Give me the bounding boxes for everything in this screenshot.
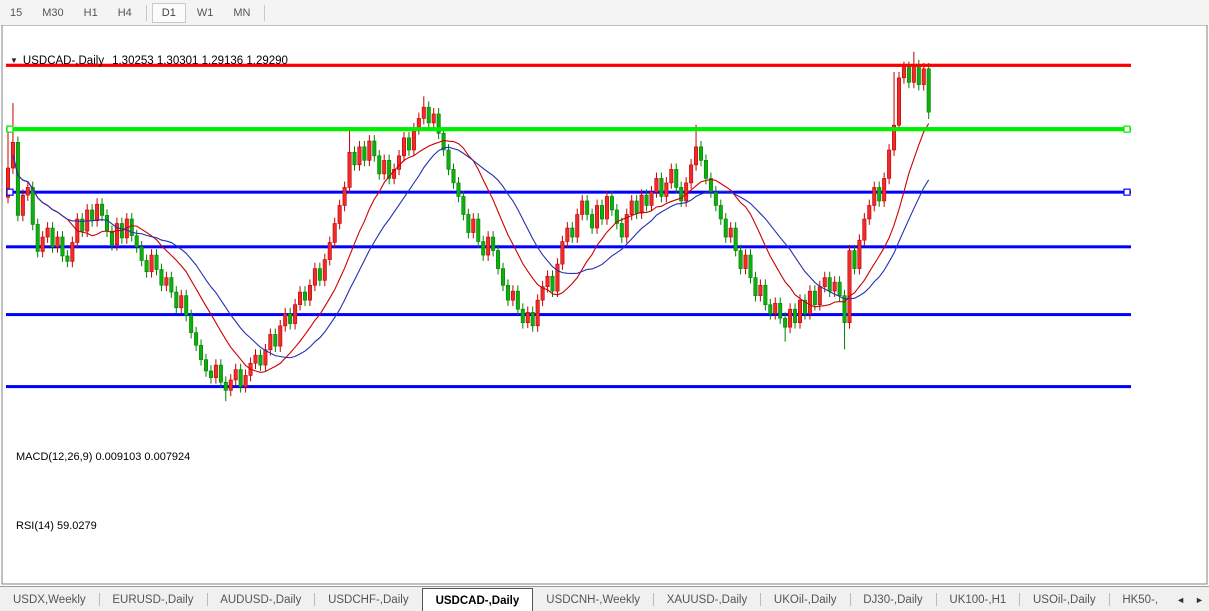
line-drag-handle[interactable] (1123, 125, 1131, 133)
tab-separator (98, 593, 100, 606)
chart-tab-usdx-weekly[interactable]: USDX,Weekly (13, 593, 86, 606)
chart-tab-audusd-daily[interactable]: AUDUSD-,Daily (220, 593, 302, 606)
price-level-line-1.26303[interactable] (6, 245, 1131, 249)
toolbar-separator (145, 4, 147, 21)
price-level-line-1.27515[interactable] (6, 190, 1131, 194)
chart-tab-dj30-daily[interactable]: DJ30-,Daily (863, 593, 923, 606)
chart-tab-usdcad-daily[interactable]: USDCAD-,Daily (421, 588, 534, 611)
chart-tab-usdcnh-weekly[interactable]: USDCNH-,Weekly (546, 593, 640, 606)
tab-separator (206, 593, 208, 606)
timeframe-button-mn[interactable]: MN (233, 6, 251, 19)
toolbar-separator (264, 4, 266, 21)
timeframe-button-h1[interactable]: H1 (83, 6, 98, 19)
chart-tab-hk50[interactable]: HK50-, (1122, 593, 1159, 606)
tab-separator (653, 593, 654, 606)
chart-symbol-title: ▼ USDCAD-,Daily 1.30253 1.30301 1.29136 1.… (10, 55, 288, 67)
timeframe-button-h4[interactable]: H4 (117, 6, 132, 19)
line-drag-handle[interactable] (1123, 188, 1131, 196)
timeframe-button-m30[interactable]: M30 (42, 6, 64, 19)
tab-separator (849, 593, 851, 606)
macd-indicator-label: MACD(12,26,9) 0.009103 0.007924 (16, 451, 191, 463)
chart-tab-usdchf-daily[interactable]: USDCHF-,Daily (328, 593, 409, 606)
chart-tab-usoil-daily[interactable]: USOil-,Daily (1032, 593, 1096, 606)
tab-scroll-left-icon[interactable]: ◄ (1176, 594, 1186, 605)
tab-separator (1019, 593, 1020, 606)
tab-separator (1108, 593, 1110, 606)
ohlc-readout: 1.30253 1.30301 1.29136 1.29290 (112, 55, 288, 67)
level-lines-overlay (6, 63, 1131, 196)
tab-separator (760, 593, 761, 606)
panel-backgrounds (1, 25, 1208, 585)
price-level-line-1.23203[interactable] (6, 385, 1131, 389)
timeframe-toolbar: 15 M30 H1 H4 D1 W1 MN (0, 0, 1209, 26)
chart-canvas (1, 25, 1208, 585)
line-drag-handle[interactable] (6, 125, 14, 133)
chart-tab-bar: USDX,Weekly EURUSD-,Daily AUDUSD-,Daily USD… (0, 586, 1209, 611)
price-level-line-1.24800[interactable] (6, 313, 1131, 317)
chart-tab-ukoil-daily[interactable]: UKOil-,Daily (773, 593, 837, 606)
timeframe-button-w1[interactable]: W1 (196, 6, 214, 19)
line-drag-handle[interactable] (6, 188, 14, 196)
timeframe-button-d1[interactable]: D1 (151, 2, 186, 23)
ma-slow-line (12, 146, 930, 359)
chart-tab-eurusd-daily[interactable]: EURUSD-,Daily (112, 593, 194, 606)
timeframe-button-15[interactable]: 15 (10, 6, 23, 19)
tab-scroll-right-icon[interactable]: ► (1195, 594, 1204, 605)
moving-averages (12, 123, 930, 373)
chart-window: ▼ USDCAD-,Daily 1.30253 1.30301 1.29136 1.… (0, 25, 1209, 586)
tab-separator (314, 593, 316, 606)
chart-tab-xauusd-daily[interactable]: XAUUSD-,Daily (666, 593, 748, 606)
tab-separator (935, 593, 937, 606)
symbol-label: USDCAD-,Daily (22, 55, 105, 67)
symbol-dropdown-icon[interactable]: ▼ (10, 56, 18, 65)
rsi-indicator-label: RSI(14) 59.0279 (16, 520, 97, 532)
chart-tab-uk100-h1[interactable]: UK100-,H1 (949, 593, 1007, 606)
